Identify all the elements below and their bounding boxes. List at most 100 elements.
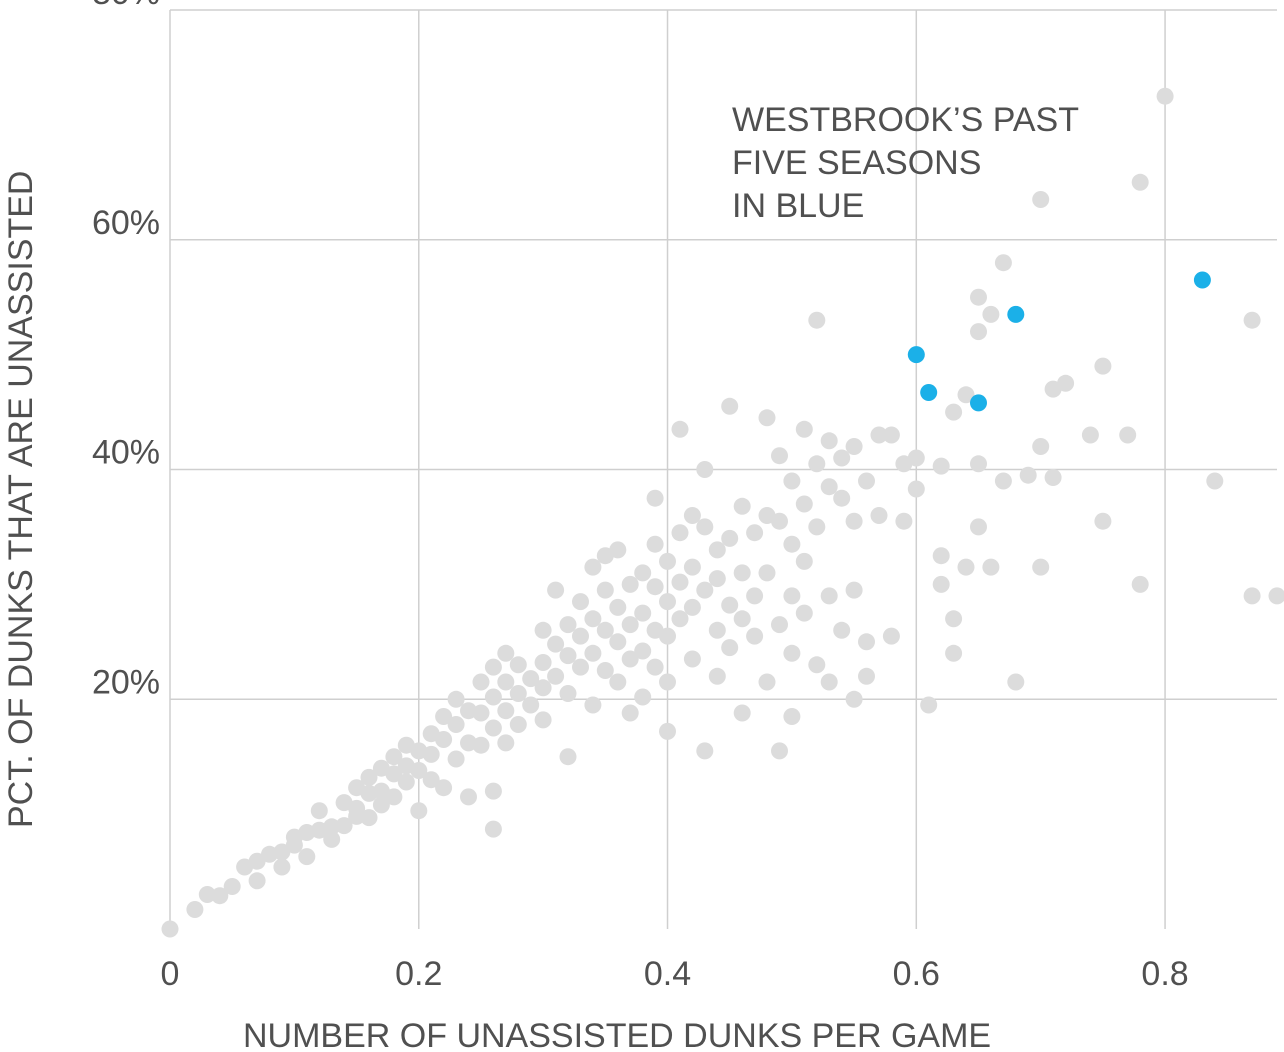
player-point	[497, 702, 515, 720]
player-point	[1044, 469, 1062, 486]
player-point	[534, 711, 552, 729]
player-point	[335, 817, 353, 835]
player-point	[970, 323, 987, 341]
player-point	[547, 635, 565, 653]
player-point	[310, 802, 328, 820]
player-point	[945, 644, 963, 662]
player-point	[1268, 587, 1284, 605]
player-point	[360, 809, 378, 827]
y-axis-title: PCT. OF DUNKS THAT ARE UNASSISTED	[2, 171, 40, 828]
player-point	[435, 779, 453, 797]
player-point	[696, 742, 714, 760]
player-point	[820, 432, 838, 450]
player-point	[1081, 426, 1099, 444]
player-point	[484, 658, 502, 676]
grid-lines	[169, 9, 1277, 929]
player-point	[634, 642, 652, 660]
x-tick-label: 0.6	[893, 955, 940, 993]
player-point	[621, 575, 639, 593]
player-point	[771, 447, 788, 465]
player-point	[758, 673, 776, 691]
player-point	[808, 518, 826, 536]
player-point	[659, 722, 676, 740]
player-point	[559, 616, 577, 634]
westbrook-point	[920, 384, 938, 401]
player-point	[671, 524, 689, 542]
player-point	[932, 547, 950, 565]
player-point	[646, 578, 664, 596]
player-point	[559, 685, 577, 702]
player-point	[348, 799, 366, 817]
player-point	[845, 690, 863, 708]
player-point	[795, 552, 813, 570]
player-point	[447, 690, 465, 708]
player-point	[1131, 575, 1149, 593]
player-point	[882, 426, 900, 444]
player-point	[858, 667, 875, 685]
player-point	[410, 802, 428, 820]
player-point	[646, 489, 664, 507]
player-point	[273, 843, 291, 861]
annotation-line: IN BLUE	[732, 187, 864, 225]
player-point	[572, 658, 589, 676]
player-point	[1094, 357, 1112, 375]
player-point	[733, 704, 751, 722]
player-point	[1119, 426, 1137, 444]
player-point	[1019, 466, 1037, 484]
player-point	[435, 708, 453, 725]
player-point	[659, 673, 676, 691]
player-point	[509, 716, 527, 733]
player-point	[808, 455, 826, 473]
player-point	[435, 731, 453, 748]
player-point	[771, 616, 788, 634]
player-point	[783, 708, 801, 725]
player-point	[447, 750, 465, 768]
player-point	[808, 656, 826, 674]
player-point	[1206, 472, 1224, 490]
player-point	[920, 696, 938, 714]
player-point	[659, 627, 676, 645]
player-point	[833, 489, 851, 507]
player-point	[360, 768, 378, 786]
player-point	[708, 541, 726, 559]
x-tick-label: 0.2	[395, 955, 442, 993]
player-point	[957, 558, 975, 576]
player-point	[683, 558, 701, 576]
player-point	[659, 593, 676, 611]
player-point	[385, 748, 403, 766]
player-point	[248, 872, 266, 890]
player-point	[696, 581, 714, 599]
player-point	[1032, 558, 1050, 576]
player-point	[721, 529, 739, 547]
player-point	[422, 771, 440, 789]
player-point	[323, 818, 341, 836]
player-point	[621, 650, 639, 668]
player-point	[907, 480, 925, 498]
player-point	[820, 673, 838, 691]
player-point	[484, 782, 502, 800]
player-point	[609, 598, 627, 616]
annotation: WESTBROOK’S PAST FIVE SEASONS IN BLUE	[732, 101, 1079, 225]
player-point	[298, 848, 316, 866]
player-point	[596, 581, 614, 599]
player-point	[484, 719, 502, 737]
player-point	[509, 656, 527, 674]
player-point	[671, 610, 689, 628]
player-point	[509, 685, 527, 702]
player-point	[845, 581, 863, 599]
player-point	[870, 426, 888, 444]
player-point	[970, 518, 987, 536]
annotation-line: WESTBROOK’S PAST	[732, 101, 1079, 139]
player-point	[882, 627, 900, 645]
player-point	[746, 587, 764, 605]
player-point	[957, 386, 975, 404]
player-point	[671, 420, 689, 438]
player-point	[1032, 191, 1050, 208]
player-point	[273, 858, 291, 876]
player-point	[547, 581, 565, 599]
player-point	[795, 420, 813, 438]
player-point	[994, 472, 1012, 490]
player-point	[547, 667, 565, 685]
player-point	[596, 621, 614, 639]
player-point	[534, 654, 552, 671]
